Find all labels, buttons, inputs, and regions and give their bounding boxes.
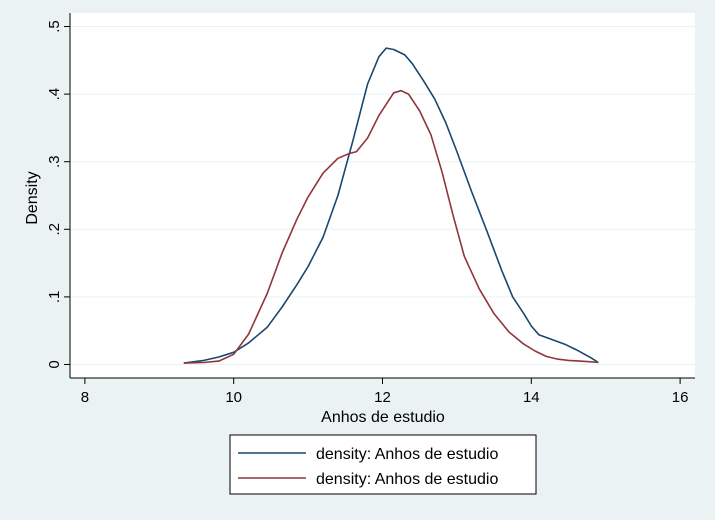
x-axis-ticks: 8 10 12 14 16 <box>81 378 689 406</box>
gridlines <box>70 26 695 365</box>
y-tick-label: .4 <box>46 88 63 101</box>
y-axis-ticks: 0 .1 .2 .3 .4 .5 <box>46 20 70 369</box>
series-line-1 <box>183 47 599 364</box>
legend: density: Anhos de estudio density: Anhos… <box>229 434 537 495</box>
y-tick-label: .2 <box>46 223 63 236</box>
y-tick-label: 0 <box>46 360 63 368</box>
legend-label-series-1: density: Anhos de estudio <box>316 446 498 463</box>
x-axis-title: Anhos de estudio <box>321 409 445 426</box>
y-tick-label: .3 <box>46 155 63 168</box>
legend-box <box>229 434 537 495</box>
x-tick-label: 10 <box>225 389 242 406</box>
x-tick-label: 8 <box>81 389 89 406</box>
legend-label-series-2: density: Anhos de estudio <box>316 471 498 488</box>
plot-area <box>70 13 695 378</box>
y-tick-label: .5 <box>46 20 63 33</box>
x-tick-label: 14 <box>523 389 540 406</box>
y-tick-label: .1 <box>46 291 63 304</box>
x-tick-label: 12 <box>374 389 391 406</box>
series-line-2 <box>183 89 599 364</box>
y-axis-title: Density <box>24 171 41 224</box>
x-tick-label: 16 <box>672 389 689 406</box>
series-layer <box>183 47 599 364</box>
